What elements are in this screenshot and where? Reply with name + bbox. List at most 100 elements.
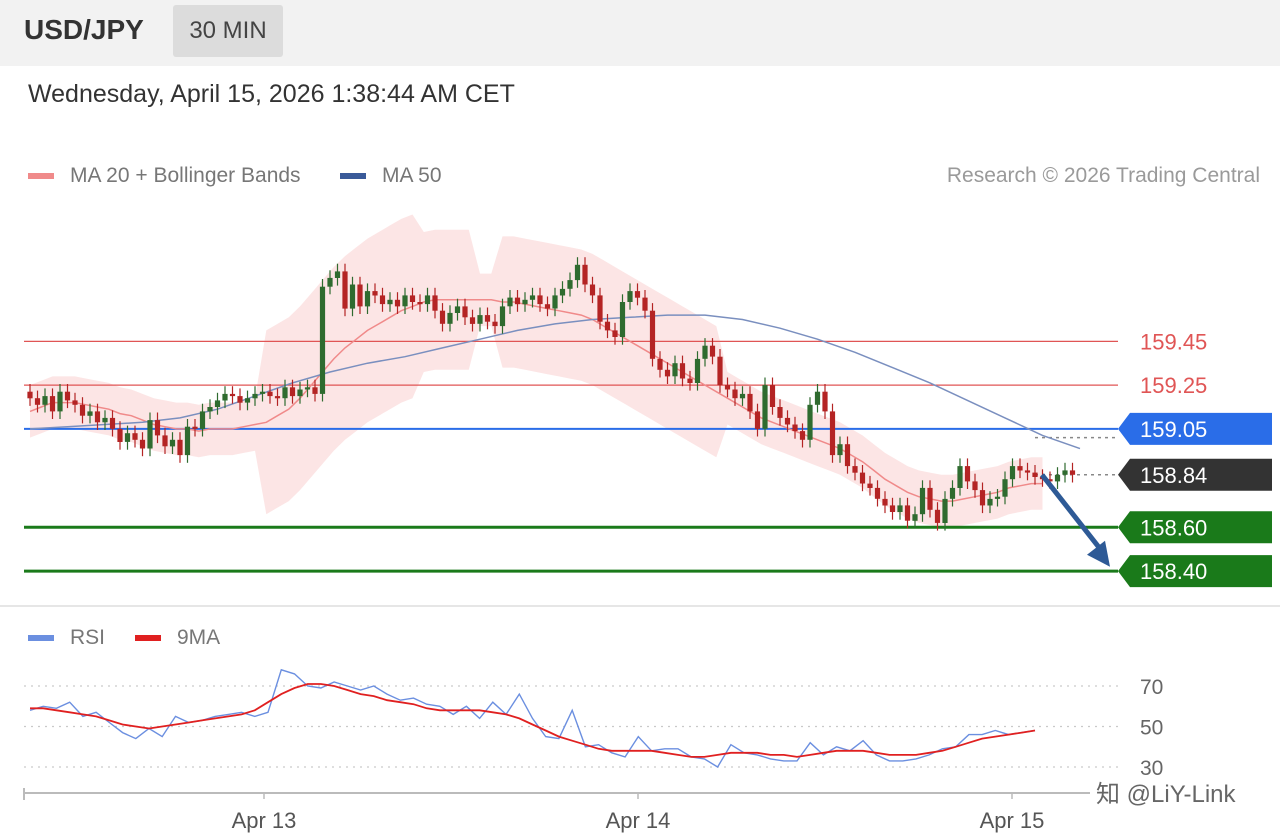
candle-body — [747, 393, 753, 412]
candle-body — [762, 385, 768, 429]
rsi-line — [29, 668, 1036, 768]
candle-body — [184, 426, 191, 456]
candle-body — [364, 291, 371, 307]
candle-body — [612, 330, 618, 337]
candle-body — [304, 387, 311, 390]
candle-body — [634, 291, 641, 298]
candle-body — [859, 472, 866, 484]
legend-label-ma50: MA 50 — [382, 164, 442, 187]
candle-body — [979, 490, 986, 506]
x-tick-label: Apr 14 — [606, 808, 671, 833]
candle-body — [709, 345, 716, 357]
candle-body — [469, 317, 476, 324]
chart-timestamp: Wednesday, April 15, 2026 1:38:44 AM CET — [28, 80, 515, 108]
candle-body — [769, 385, 776, 407]
timeframe-button[interactable]: 30 MIN — [173, 5, 283, 57]
candle-body — [289, 387, 296, 397]
candle-body — [327, 277, 333, 287]
candle-body — [1054, 474, 1061, 482]
candle-body — [109, 417, 116, 429]
candle-body — [72, 400, 78, 405]
candle-body — [357, 284, 363, 307]
candle-body — [822, 391, 828, 412]
candle-body — [777, 407, 783, 418]
candle-body — [252, 393, 258, 399]
level-tag-box — [1118, 555, 1272, 588]
candle-body — [927, 487, 933, 510]
candle-body — [57, 391, 63, 412]
candle-body — [514, 297, 521, 305]
candle-body — [27, 391, 33, 399]
candle-body — [852, 466, 858, 473]
candle-body — [882, 498, 888, 506]
x-tick-label: Apr 13 — [232, 808, 297, 833]
candle-body — [79, 404, 86, 416]
candle-body — [117, 428, 123, 442]
candle-body — [349, 284, 356, 309]
candle-body — [274, 396, 281, 399]
candle-body — [604, 321, 611, 331]
candle-body — [282, 387, 288, 399]
instrument-label: USD/JPY — [24, 14, 144, 45]
candle-body — [237, 396, 243, 403]
legend-swatch-rsi — [28, 635, 54, 641]
candle-body — [169, 439, 176, 447]
candle-body — [829, 411, 836, 456]
candle-body — [904, 505, 911, 521]
forecast-arrow-shaft — [1040, 473, 1102, 551]
candle-body — [49, 396, 56, 412]
rsi-panel: 70 50 30 — [24, 668, 1163, 780]
watermark: 知 @LiY-Link — [1096, 781, 1236, 808]
candle-body — [994, 496, 1001, 499]
level-tag-box — [1118, 458, 1272, 491]
candle-body — [874, 487, 881, 499]
candle-body — [297, 389, 303, 397]
candle-body — [484, 315, 491, 322]
candle-body — [567, 280, 573, 289]
candle-body — [312, 387, 318, 394]
candle-body — [814, 391, 821, 405]
forecast-arrow — [1040, 473, 1110, 567]
candle-body — [844, 444, 851, 467]
legend-ma50: MA 50 — [340, 164, 442, 188]
ma20-line — [29, 299, 1043, 502]
candle-body — [447, 312, 453, 324]
header-bar: USD/JPY 30 MIN — [0, 0, 1280, 66]
level-tag-label: 158.84 — [1140, 463, 1207, 488]
candle-body — [544, 304, 551, 309]
candle-body — [717, 356, 723, 386]
candle-body — [657, 358, 663, 370]
candle-body — [1009, 466, 1016, 480]
candle-body — [919, 487, 926, 515]
candle-body — [192, 426, 198, 429]
candle-body — [597, 295, 603, 322]
bollinger-band-fill — [30, 214, 1043, 528]
legend-label-rsi: RSI — [70, 626, 106, 649]
candle-body — [627, 291, 633, 302]
level-tags: 159.45 159.25 159.05 158.84 158.60 158.40 — [1118, 329, 1272, 588]
level-tag-label: 159.05 — [1140, 417, 1207, 442]
level-tag-box — [1118, 511, 1272, 544]
candle-body — [679, 363, 686, 379]
candle-body — [964, 466, 971, 482]
candle-body — [432, 295, 438, 311]
candle-body — [402, 295, 408, 307]
candlesticks — [27, 257, 1076, 531]
candle-body — [64, 391, 71, 401]
candle-body — [897, 505, 903, 512]
candle-body — [552, 295, 558, 309]
candle-body — [319, 286, 326, 394]
candle-body — [507, 297, 513, 307]
candle-body — [739, 393, 746, 399]
candle-body — [42, 396, 48, 405]
rsi-tick-label: 50 — [1140, 717, 1163, 740]
legend-rsi: RSI — [28, 626, 105, 650]
candle-body — [1062, 470, 1068, 475]
rsi-tick-label: 30 — [1140, 757, 1163, 780]
level-tag-label: 158.60 — [1140, 515, 1207, 540]
candle-body — [387, 299, 393, 305]
candle-body — [147, 420, 153, 449]
candle-body — [199, 411, 206, 429]
candle-body — [972, 481, 978, 491]
candle-body — [177, 439, 183, 456]
